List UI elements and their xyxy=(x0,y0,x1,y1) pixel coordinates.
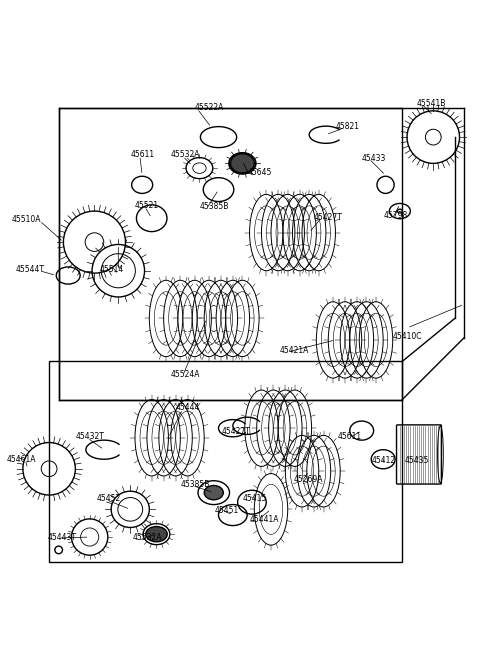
Text: 45432T: 45432T xyxy=(75,432,104,441)
Text: 45611: 45611 xyxy=(338,432,362,441)
Ellipse shape xyxy=(146,527,167,542)
Text: 45415: 45415 xyxy=(242,495,266,503)
Text: 45532A: 45532A xyxy=(132,533,162,541)
Text: 45645: 45645 xyxy=(247,169,272,177)
Text: 45443T: 45443T xyxy=(48,533,77,541)
Text: 45451: 45451 xyxy=(215,506,239,515)
Text: 45427T: 45427T xyxy=(314,213,343,222)
Text: 45385B: 45385B xyxy=(180,480,210,489)
Text: 45461A: 45461A xyxy=(6,455,36,464)
Text: 45611: 45611 xyxy=(130,150,155,159)
Text: 45385B: 45385B xyxy=(199,202,229,211)
Text: 45435: 45435 xyxy=(405,456,429,465)
Text: 45412: 45412 xyxy=(371,456,396,465)
Ellipse shape xyxy=(230,154,254,173)
Text: 45521: 45521 xyxy=(135,201,159,210)
Text: 45427T: 45427T xyxy=(222,427,251,436)
Text: 45269A: 45269A xyxy=(293,475,323,484)
Ellipse shape xyxy=(397,209,402,213)
Text: 45514: 45514 xyxy=(99,265,123,274)
Text: 45524A: 45524A xyxy=(171,370,200,379)
Text: 45798: 45798 xyxy=(383,211,408,220)
Text: 45544T: 45544T xyxy=(16,265,45,274)
Text: 45522A: 45522A xyxy=(195,102,224,112)
Text: 45444: 45444 xyxy=(176,403,200,412)
Text: 45532A: 45532A xyxy=(171,150,200,159)
Text: 45433: 45433 xyxy=(362,154,386,163)
Text: 45441A: 45441A xyxy=(250,516,279,524)
Text: 45421A: 45421A xyxy=(279,346,309,356)
Text: 45821: 45821 xyxy=(336,121,360,131)
Text: 45452: 45452 xyxy=(97,495,121,503)
Text: 45410C: 45410C xyxy=(393,332,422,341)
Ellipse shape xyxy=(204,485,223,500)
Text: 45541B: 45541B xyxy=(417,99,446,108)
Text: 45510A: 45510A xyxy=(12,215,41,224)
